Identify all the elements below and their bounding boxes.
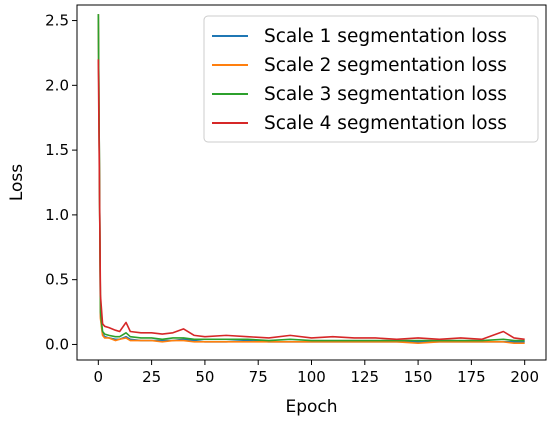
x-tick-label: 0 (94, 368, 104, 386)
series-line-2 (97, 14, 525, 344)
x-tick-label: 200 (510, 368, 539, 386)
y-tick-label: 0.5 (45, 271, 69, 289)
x-tick-label: 100 (297, 368, 326, 386)
series-line-3 (97, 14, 525, 342)
x-tick-label: 175 (457, 368, 486, 386)
y-tick-label: 1.0 (45, 206, 69, 224)
x-tick-label: 50 (195, 368, 214, 386)
y-tick-label: 2.5 (45, 12, 69, 30)
legend-label-2: Scale 2 segmentation loss (264, 55, 507, 76)
y-axis: 0.0 0.5 1.0 1.5 2.0 2.5 (45, 12, 77, 353)
x-tick-label: 150 (404, 368, 433, 386)
series-line-4 (97, 59, 525, 341)
x-tick-label: 125 (350, 368, 379, 386)
y-tick-label: 1.5 (45, 141, 69, 159)
x-axis-label: Epoch (285, 397, 337, 417)
legend-label-1: Scale 1 segmentation loss (264, 26, 507, 47)
legend-label-4: Scale 4 segmentation loss (264, 113, 507, 134)
x-tick-label: 25 (142, 368, 161, 386)
legend-label-3: Scale 3 segmentation loss (264, 84, 507, 105)
y-tick-label: 2.0 (45, 76, 69, 94)
y-axis-label: Loss (7, 164, 27, 201)
x-axis: 0 25 50 75 100 125 150 175 200 (94, 360, 539, 386)
series-layer (97, 14, 525, 344)
legend-box (203, 15, 539, 143)
legend: Scale 1 segmentation loss Scale 2 segment… (203, 15, 539, 143)
y-tick-label: 0.0 (45, 335, 69, 353)
x-tick-label: 75 (249, 368, 268, 386)
